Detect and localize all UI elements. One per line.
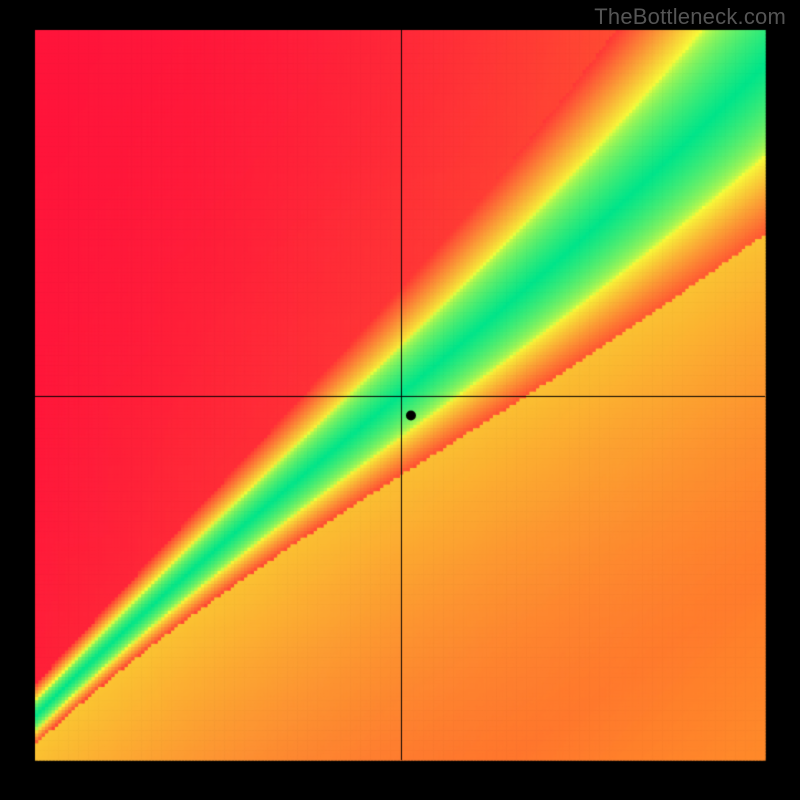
bottleneck-heatmap-canvas [0, 0, 800, 800]
chart-container: TheBottleneck.com [0, 0, 800, 800]
